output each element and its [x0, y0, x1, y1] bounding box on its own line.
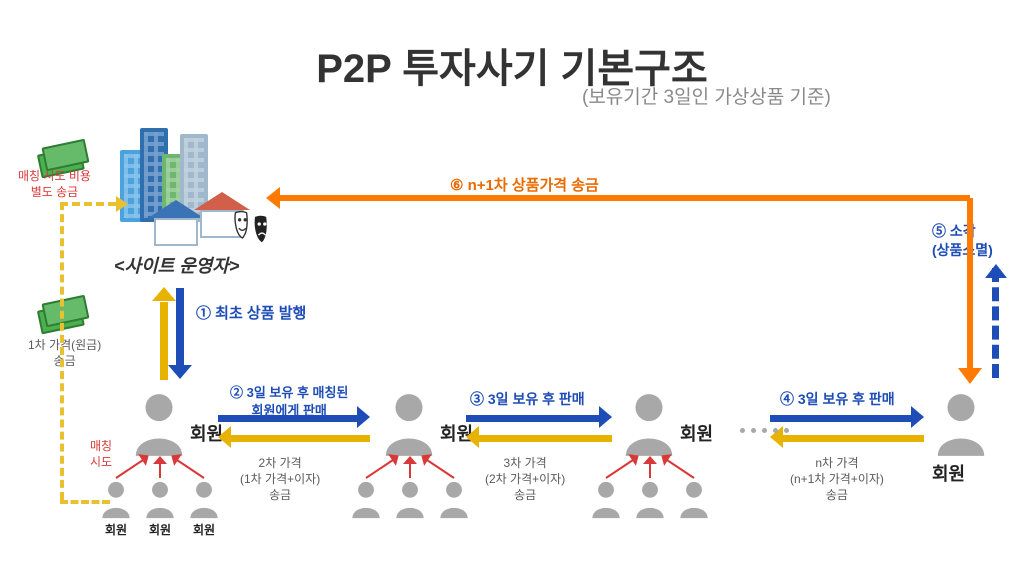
price-note-3: 3차 가격 (2차 가격+이자) 송금 — [485, 455, 565, 504]
member-icon — [380, 392, 438, 458]
small-member-icon — [677, 480, 711, 520]
matching-cost-label: 매칭 시도 비용 별도 송금 — [18, 168, 91, 200]
member-label: 회원 — [932, 460, 965, 486]
step-4: ④ 3일 보유 후 판매 — [780, 390, 895, 409]
small-member-label: 회원 — [99, 522, 133, 538]
matching-attempt-label: 매칭 시도 — [90, 438, 112, 470]
ellipsis-dots — [740, 428, 789, 433]
price-note-1: 1차 가격(원금) 송금 — [28, 337, 101, 369]
subtitle: (보유기간 3일인 가상상품 기준) — [582, 82, 831, 109]
price-note-n: n차 가격 (n+1차 가격+이자) 송금 — [790, 455, 884, 504]
member-icon — [130, 392, 188, 458]
step-3: ③ 3일 보유 후 판매 — [470, 390, 585, 409]
small-member-icon — [393, 480, 427, 520]
small-member-icon — [143, 480, 177, 520]
step-1: ① 최초 상품 발행 — [196, 304, 306, 324]
step-5: ⑤ 소각 (상품소멸) — [932, 222, 993, 260]
small-member-icon — [589, 480, 623, 520]
small-member-label: 회원 — [187, 522, 221, 538]
member-label: 회원 — [680, 420, 713, 446]
price-note-2: 2차 가격 (1차 가격+이자) 송금 — [240, 455, 320, 504]
small-member-label: 회원 — [143, 522, 177, 538]
member-icon — [620, 392, 678, 458]
small-member-icon — [349, 480, 383, 520]
small-member-icon — [187, 480, 221, 520]
member-icon — [932, 392, 990, 458]
small-member-icon — [633, 480, 667, 520]
site-operator-label: <사이트 운영자> — [114, 254, 239, 278]
mask-icon — [234, 210, 276, 252]
small-member-icon — [437, 480, 471, 520]
step-6: ⑥ n+1차 상품가격 송금 — [450, 176, 599, 196]
